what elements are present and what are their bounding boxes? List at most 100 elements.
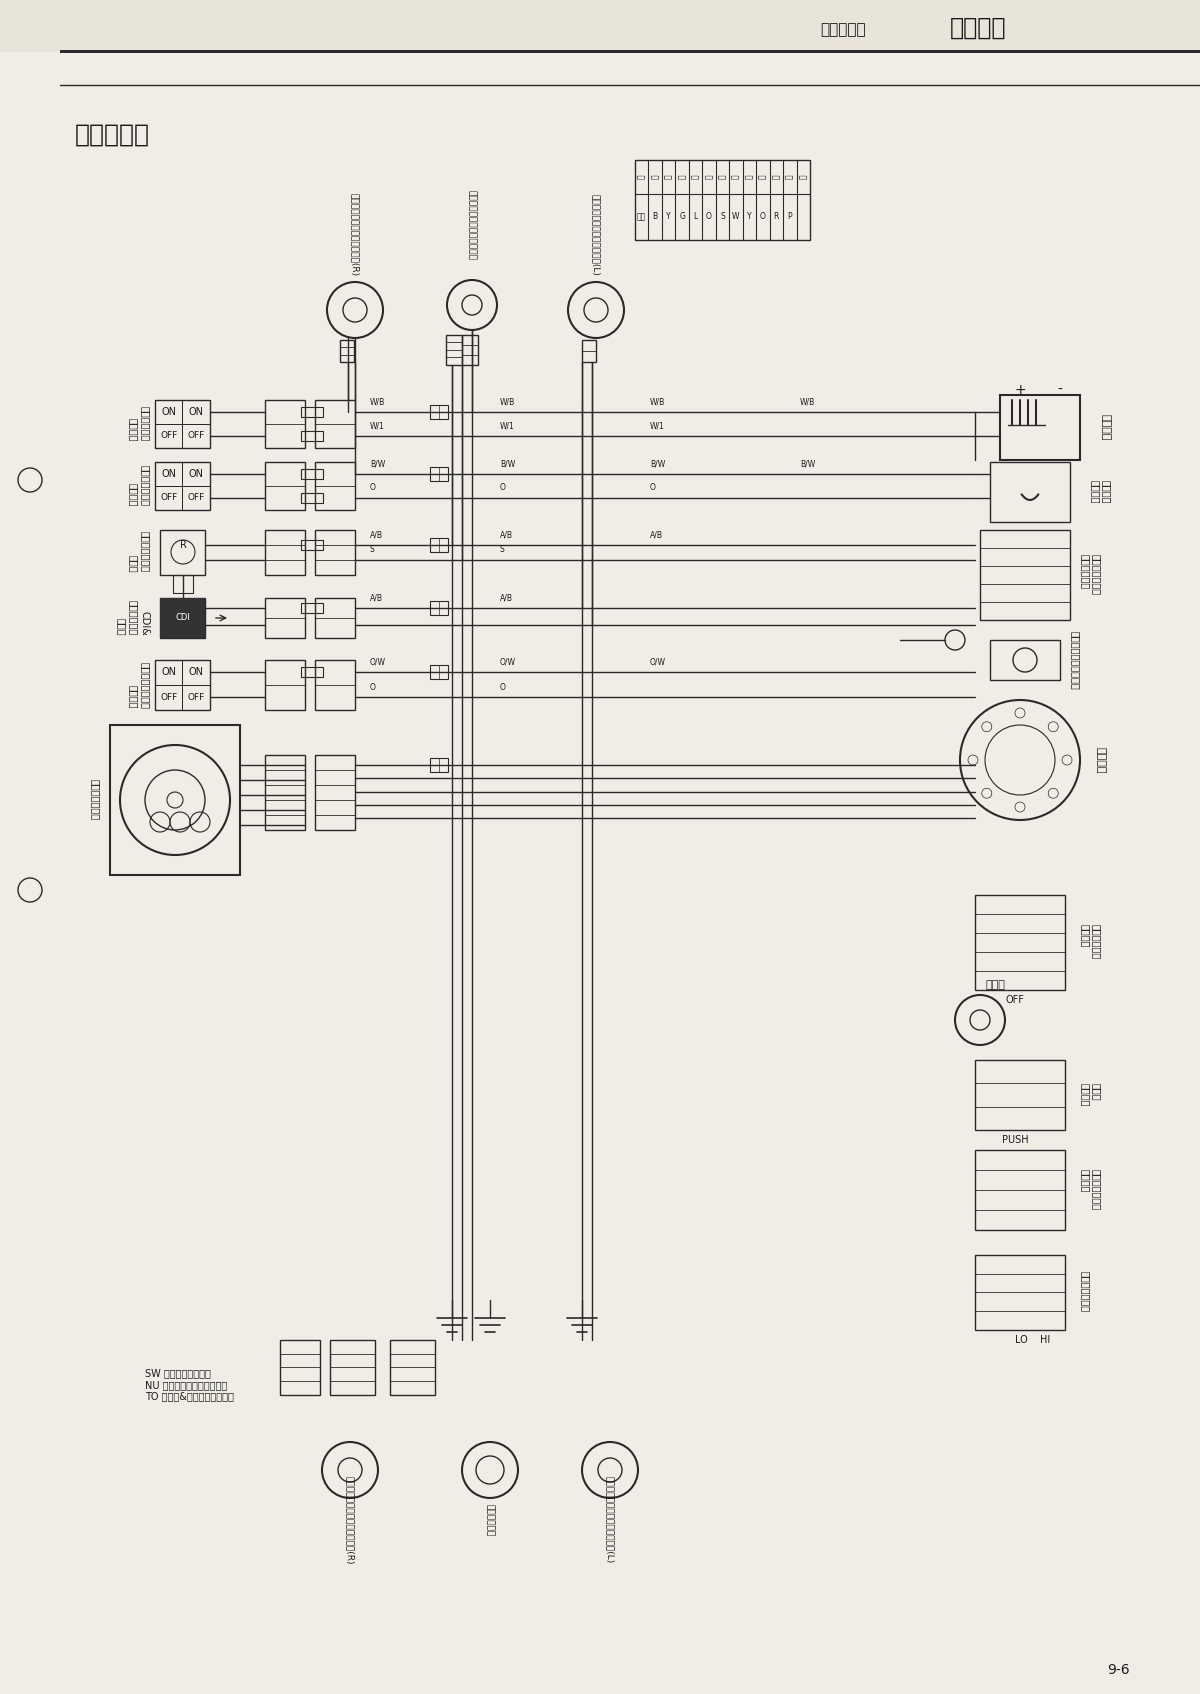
Bar xyxy=(182,486,210,510)
Bar xyxy=(155,400,182,424)
Text: O: O xyxy=(706,212,712,222)
Text: 整備資料: 整備資料 xyxy=(950,15,1007,41)
Bar xyxy=(182,462,210,486)
Text: B/W: B/W xyxy=(650,459,665,469)
Bar xyxy=(430,757,448,772)
Bar xyxy=(430,601,448,615)
Text: O/W: O/W xyxy=(650,657,666,666)
Text: OFF: OFF xyxy=(187,693,205,701)
Text: 緑: 緑 xyxy=(799,174,808,180)
Text: W/B: W/B xyxy=(800,398,815,407)
Text: 電気配線図: 電気配線図 xyxy=(820,22,865,37)
Text: O: O xyxy=(760,212,766,222)
Bar xyxy=(1000,395,1080,461)
Bar xyxy=(301,430,323,440)
Text: ON: ON xyxy=(188,407,204,417)
Bar xyxy=(182,400,210,424)
Text: A/B: A/B xyxy=(650,530,662,539)
Text: Y: Y xyxy=(748,212,751,222)
Text: 橙: 橙 xyxy=(758,174,767,180)
Text: 灰: 灰 xyxy=(704,174,714,180)
Bar xyxy=(265,756,305,830)
Text: ストップランプ
スイッチ: ストップランプ スイッチ xyxy=(128,466,150,507)
Bar xyxy=(301,540,323,551)
Text: フロントターンシグナルランプ(L): フロントターンシグナルランプ(L) xyxy=(606,1477,614,1564)
Text: ターンシグナル
スイッチ: ターンシグナル スイッチ xyxy=(1080,1169,1102,1211)
Bar xyxy=(301,469,323,479)
Text: 緑: 緑 xyxy=(678,174,686,180)
Text: 黒: 黒 xyxy=(650,174,660,180)
Text: ターンシグナル
リレー: ターンシグナル リレー xyxy=(128,532,150,573)
Text: 桃: 桃 xyxy=(785,174,794,180)
Bar xyxy=(0,0,1200,53)
Text: B/W: B/W xyxy=(500,459,515,469)
Text: ヘッドランプ: ヘッドランプ xyxy=(486,1504,494,1536)
Text: W/1: W/1 xyxy=(650,422,665,430)
Text: スピードメータ: スピードメータ xyxy=(90,779,100,820)
Text: O/W: O/W xyxy=(500,657,516,666)
Text: OFF: OFF xyxy=(161,693,178,701)
Text: CDI&
イグニション
コイル: CDI& イグニション コイル xyxy=(116,600,150,635)
Text: マグネト: マグネト xyxy=(1096,747,1105,772)
Text: W: W xyxy=(732,212,739,222)
Bar xyxy=(110,725,240,876)
Bar xyxy=(330,1340,374,1394)
Bar xyxy=(160,530,205,574)
Bar xyxy=(314,756,355,830)
Text: O: O xyxy=(370,683,376,691)
Bar xyxy=(980,530,1070,620)
Text: ON: ON xyxy=(188,469,204,479)
Text: リヤーターンシグナルランプ(L): リヤーターンシグナルランプ(L) xyxy=(592,195,600,276)
Text: O: O xyxy=(500,683,506,691)
Text: フロントブレーキ
スイッチ: フロントブレーキ スイッチ xyxy=(128,661,150,708)
Bar xyxy=(974,1255,1066,1330)
Text: OFF: OFF xyxy=(187,493,205,503)
Text: OFF: OFF xyxy=(161,493,178,503)
Text: ON: ON xyxy=(162,407,176,417)
Text: R: R xyxy=(180,540,186,551)
Text: Y: Y xyxy=(666,212,671,222)
Text: W/1: W/1 xyxy=(500,422,515,430)
Bar xyxy=(974,1060,1066,1130)
Text: イグニション
スイッチ: イグニション スイッチ xyxy=(1080,925,1102,959)
Bar xyxy=(155,400,210,447)
Text: 青: 青 xyxy=(691,174,700,180)
Text: A/B: A/B xyxy=(500,530,514,539)
Text: P: P xyxy=(787,212,792,222)
Bar xyxy=(160,598,205,639)
Text: リヤーターンシグナルランプ(R): リヤーターンシグナルランプ(R) xyxy=(350,193,360,276)
Bar xyxy=(974,894,1066,989)
Text: フロントターンシグナルランプ(R): フロントターンシグナルランプ(R) xyxy=(346,1475,354,1564)
Text: PUSH: PUSH xyxy=(1002,1135,1028,1145)
Bar xyxy=(990,640,1060,679)
Text: A/B: A/B xyxy=(370,530,383,539)
Bar xyxy=(173,574,193,593)
Bar xyxy=(265,400,305,447)
Bar xyxy=(314,598,355,639)
Bar xyxy=(301,667,323,678)
Bar xyxy=(430,539,448,552)
Text: W/B: W/B xyxy=(370,398,385,407)
Bar xyxy=(301,407,323,417)
Text: 赤: 赤 xyxy=(718,174,727,180)
Text: 白: 白 xyxy=(732,174,740,180)
Text: 9-6: 9-6 xyxy=(1108,1664,1130,1677)
Bar xyxy=(990,462,1070,522)
Text: S: S xyxy=(720,212,725,222)
Text: ヒューズ
ボックス: ヒューズ ボックス xyxy=(1090,481,1111,503)
Bar xyxy=(301,493,323,503)
Text: 白: 白 xyxy=(772,174,781,180)
Text: 黄: 黄 xyxy=(664,174,673,180)
Text: S: S xyxy=(370,545,374,554)
Bar xyxy=(462,335,478,364)
Text: 電気配線図: 電気配線図 xyxy=(74,124,150,147)
Text: レクチファイア
レギュレータ: レクチファイア レギュレータ xyxy=(1080,554,1102,596)
Text: O/W: O/W xyxy=(370,657,386,666)
Bar xyxy=(155,684,182,710)
Text: B: B xyxy=(653,212,658,222)
Text: A/B: A/B xyxy=(370,593,383,603)
Bar xyxy=(155,424,182,447)
Text: R: R xyxy=(774,212,779,222)
Bar xyxy=(446,335,462,364)
Text: +: + xyxy=(1014,383,1026,396)
